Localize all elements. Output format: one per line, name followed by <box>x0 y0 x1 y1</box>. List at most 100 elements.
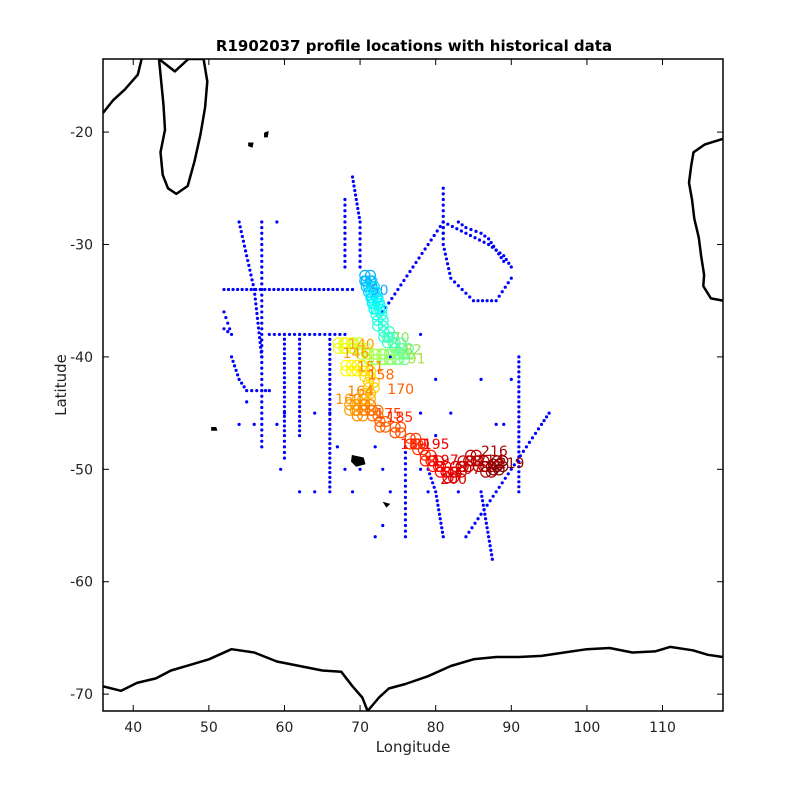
float-profile-marker <box>402 342 414 355</box>
float-profile-marker <box>389 342 401 355</box>
float-profile-marker <box>391 348 403 360</box>
float-profile-marker <box>419 449 431 461</box>
historical-point <box>502 254 506 258</box>
historical-point <box>282 347 287 351</box>
coastline-australia-west <box>687 137 723 302</box>
float-profile-marker <box>397 342 409 355</box>
historical-point <box>328 432 332 436</box>
historical-point <box>497 485 501 489</box>
historical-point <box>328 372 332 376</box>
historical-track-line-62E <box>297 332 302 438</box>
historical-point <box>297 342 302 346</box>
historical-track-section-38S <box>267 332 347 337</box>
float-profile-marker <box>419 455 431 467</box>
historical-point <box>328 407 332 411</box>
historical-point <box>242 244 247 248</box>
float-profile-marker <box>470 449 482 461</box>
historical-track-line-91E <box>517 355 521 494</box>
historical-point <box>351 179 355 184</box>
historical-point <box>245 400 249 404</box>
historical-point <box>500 290 504 294</box>
historical-point <box>282 371 287 375</box>
historical-point <box>297 366 302 370</box>
historical-point <box>468 295 472 299</box>
float-profile-marker <box>465 449 477 461</box>
historical-point <box>358 467 362 471</box>
historical-point <box>279 467 283 471</box>
historical-point <box>282 395 287 399</box>
historical-point <box>297 424 302 428</box>
historical-point <box>350 175 355 179</box>
historical-point <box>428 472 432 476</box>
historical-point <box>434 494 439 498</box>
historical-point <box>263 389 268 393</box>
historical-point <box>464 291 468 295</box>
coastline-layer <box>103 59 723 711</box>
historical-point <box>438 517 442 521</box>
historical-point <box>229 332 234 337</box>
historical-point <box>358 226 362 230</box>
historical-point <box>318 332 322 337</box>
historical-point <box>245 254 249 258</box>
historical-point <box>328 446 332 451</box>
historical-point <box>282 342 287 346</box>
historical-point <box>517 435 521 439</box>
historical-point <box>517 405 521 409</box>
historical-point <box>260 433 264 438</box>
historical-point <box>494 248 498 252</box>
historical-point <box>260 282 264 286</box>
historical-point <box>343 332 347 337</box>
historical-point <box>477 238 482 242</box>
float-profile-marker <box>357 359 369 371</box>
float-profile-marker <box>368 354 380 366</box>
historical-point <box>403 501 408 505</box>
historical-point <box>328 387 332 391</box>
historical-point <box>275 422 279 426</box>
coastline-antarctica <box>103 645 723 711</box>
x-axis-label: Longitude <box>376 738 451 756</box>
historical-point <box>482 240 486 244</box>
float-profile-marker <box>364 370 377 383</box>
historical-point <box>476 517 480 521</box>
x-tick-label: 50 <box>200 720 218 736</box>
historical-point <box>517 450 521 454</box>
historical-point <box>455 227 459 231</box>
float-profile-marker <box>491 460 503 473</box>
historical-point <box>248 268 252 272</box>
historical-point <box>444 257 449 261</box>
historical-point <box>297 332 302 337</box>
historical-point <box>485 503 489 507</box>
historical-point <box>403 478 408 483</box>
historical-point <box>250 278 254 282</box>
historical-point <box>487 539 491 543</box>
float-profile-marker <box>402 348 414 360</box>
historical-point <box>308 332 312 337</box>
historical-point <box>297 376 302 380</box>
float-profile-marker <box>449 460 462 473</box>
historical-point <box>272 287 276 292</box>
historical-point <box>255 389 259 393</box>
profile-number-label: 219 <box>498 456 525 472</box>
historical-point <box>313 411 317 415</box>
historical-point <box>350 490 355 494</box>
historical-point <box>517 455 521 459</box>
historical-point <box>222 327 226 331</box>
historical-point <box>317 287 321 292</box>
historical-point <box>436 503 440 507</box>
float-profile-marker <box>472 460 484 473</box>
historical-point <box>335 445 339 449</box>
historical-point <box>260 360 264 365</box>
historical-point <box>517 360 521 364</box>
historical-point <box>297 409 302 414</box>
historical-point <box>282 380 287 385</box>
historical-point <box>403 518 408 522</box>
island-mauritius <box>264 130 269 138</box>
historical-track-cluster-west <box>222 310 234 337</box>
historical-point <box>420 251 424 256</box>
historical-point <box>245 389 249 393</box>
historical-point <box>418 332 423 337</box>
historical-point <box>294 287 299 292</box>
float-profile-marker <box>383 348 395 360</box>
float-profile-marker <box>372 320 384 332</box>
